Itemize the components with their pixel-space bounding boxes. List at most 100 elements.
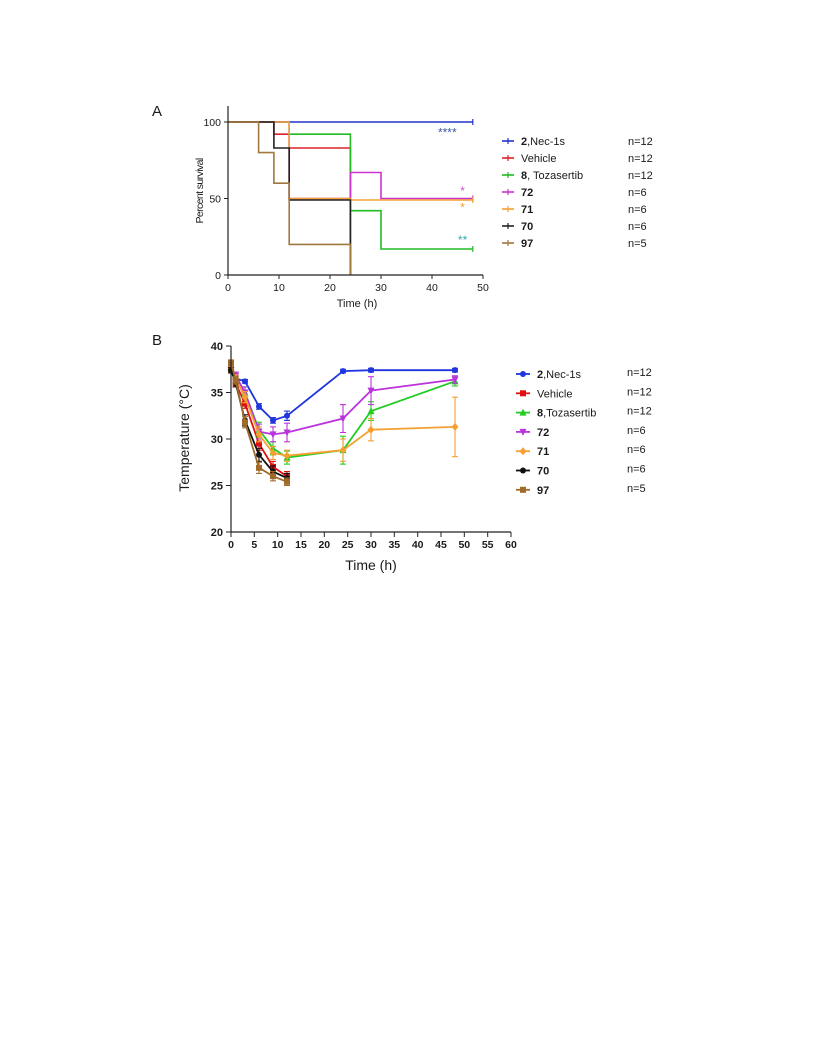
panel-a-y-axis-title: Percent survival [194,158,206,223]
data-point [232,377,239,384]
panel-a-survival-series [228,119,474,275]
legend-label: 71 [521,204,533,216]
legend-item-70: 70 n=6 [502,221,647,233]
panel-b-x-tick-label: 0 [228,539,234,551]
panel-b-x-tick-label: 50 [458,539,470,551]
legend-label: 70 [537,466,549,478]
legend-label: 8,Tozasertib [537,408,596,420]
survival-curve-71 [228,121,473,201]
data-point [256,451,262,458]
temperature-series-72 [227,365,459,443]
legend-sample-size: n=6 [628,221,647,233]
legend-sample-size: n=12 [627,406,652,418]
data-point [367,407,375,415]
significance-marker: * [460,184,465,198]
panel-b-x-tick-label: 15 [295,539,307,551]
panel-a-x-tick-label: 20 [324,282,336,294]
panel-b-y-tick-label: 25 [211,481,223,493]
legend-label: Vehicle [521,153,556,165]
legend-item-8-tozasertib: 8,Tozasertib n=12 [516,406,652,420]
legend-label: 2,Nec-1s [521,136,566,148]
data-point [283,451,291,460]
data-point [367,425,375,434]
legend-swatch-marker [520,486,526,493]
legend-item-vehicle: Vehicle n=12 [516,386,652,400]
legend-swatch-marker [520,467,526,474]
panel-b-y-axis-title: Temperature (°C) [176,384,192,492]
panel-a: A Percent survival Time (h) ******** 0 1… [152,103,653,310]
legend-item-71: 71 n=6 [502,204,647,216]
panel-b-x-tick-label: 40 [412,539,424,551]
legend-sample-size: n=6 [627,464,646,476]
panel-b: B Temperature (°C) Time (h) 0 [152,332,652,573]
legend-label: 72 [521,187,533,199]
panel-a-legend: 2,Nec-1s n=12 Vehicle n=12 8, Tozasertib n=12… [502,136,653,250]
legend-sample-size: n=12 [627,386,652,398]
legend-label: 8, Tozasertib [521,170,583,182]
legend-label: 70 [521,221,533,233]
panel-b-x-tick-label: 60 [505,539,517,551]
legend-sample-size: n=5 [627,483,646,495]
panel-b-x-tick-label: 5 [251,539,257,551]
data-point [242,400,248,407]
data-point [284,412,290,419]
legend-sample-size: n=5 [628,238,647,250]
panel-b-legend: 2,Nec-1s n=12 Vehicle n=12 8,Tozasertib n=12 7… [516,367,652,497]
legend-label: 2,Nec-1s [537,369,582,381]
panel-b-x-tick-label: 55 [482,539,494,551]
panel-a-label: A [152,103,162,120]
data-point [339,446,347,455]
panel-b-plot-area: 0 5 10 15 20 25 30 35 40 45 50 55 60 [211,341,517,551]
legend-item-72: 72 n=6 [502,187,647,199]
panel-a-x-tick-label: 10 [273,282,285,294]
legend-item-97: 97 n=5 [502,238,647,250]
legend-item-8-tozasertib: 8, Tozasertib n=12 [502,170,653,182]
panel-a-x-tick-label: 0 [225,282,231,294]
panel-a-x-axis-title: Time (h) [337,298,378,310]
legend-sample-size: n=6 [628,204,647,216]
data-point [452,367,458,374]
panel-a-y-tick-label: 0 [215,270,221,282]
panel-b-y-tick-label: 30 [211,434,223,446]
panel-b-y-tick-label: 40 [211,341,223,353]
panel-a-y-tick-label: 100 [203,117,221,129]
panel-b-y-ticks: 20 25 30 35 40 [211,341,231,539]
legend-swatch-marker [520,390,526,397]
legend-sample-size: n=6 [627,444,646,456]
significance-marker: * [460,201,465,215]
panel-a-x-tick-label: 50 [477,282,489,294]
data-point [256,440,262,447]
panel-a-significance-annotations: ******** [438,126,468,247]
legend-swatch-marker [520,371,526,377]
data-point [270,473,276,480]
panel-a-x-tick-label: 30 [375,282,387,294]
panel-b-x-tick-label: 30 [365,539,377,551]
data-point [451,376,459,384]
legend-swatch-marker [519,408,527,416]
panel-b-x-axis-title: Time (h) [345,557,397,573]
data-point [242,378,248,385]
data-point [284,478,290,485]
legend-item-71: 71 n=6 [516,444,646,458]
significance-marker: **** [438,126,457,140]
data-point [242,419,248,426]
legend-item-2-nec-1s: 2,Nec-1s n=12 [516,367,652,381]
legend-swatch-marker [519,447,527,456]
panel-b-x-tick-label: 10 [272,539,284,551]
legend-swatch-marker [519,428,527,436]
legend-sample-size: n=6 [627,425,646,437]
data-point [269,431,277,439]
panel-b-y-tick-label: 20 [211,527,223,539]
legend-sample-size: n=6 [628,187,647,199]
panel-b-temperature-series [227,359,459,487]
data-point [339,415,347,423]
panel-a-x-tick-label: 40 [426,282,438,294]
data-point [451,422,459,431]
panel-b-x-tick-label: 25 [342,539,354,551]
significance-marker: ** [458,233,468,247]
legend-item-vehicle: Vehicle n=12 [502,153,653,165]
legend-item-97: 97 n=5 [516,483,646,497]
data-point [269,448,277,457]
data-point [270,417,276,424]
